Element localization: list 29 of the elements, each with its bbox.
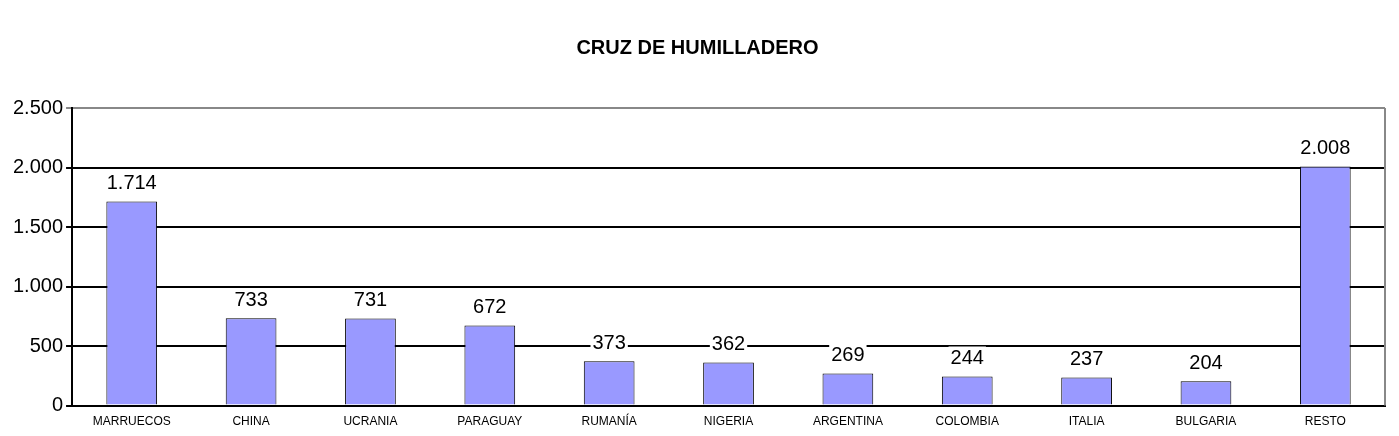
data-label: 244: [950, 346, 984, 369]
x-tick-label: ARGENTINA: [812, 414, 883, 429]
data-label: 733: [234, 287, 268, 310]
x-tick-label: UCRANIA: [343, 414, 398, 429]
data-label: 237: [1069, 346, 1104, 369]
x-tick-label: CHINA: [232, 414, 270, 429]
data-label: 2.008: [1300, 136, 1351, 159]
x-tick-label: NIGERIA: [703, 414, 754, 429]
x-tick-label: BULGARIA: [1175, 414, 1237, 429]
y-tick-label: 500: [29, 333, 64, 356]
x-tick-label: MARRUECOS: [92, 414, 171, 429]
y-tick-label: 1.000: [12, 274, 64, 297]
data-label: 731: [353, 288, 388, 311]
y-tick-label: 2.000: [12, 155, 64, 178]
data-label: 269: [831, 343, 865, 366]
data-label: 362: [711, 332, 746, 355]
chart-title: CRUZ DE HUMILLADERO: [576, 35, 819, 58]
y-tick-label: 2.500: [12, 95, 64, 118]
x-tick-label: RESTO: [1304, 414, 1346, 429]
x-tick-label: RUMANÍA: [581, 413, 637, 429]
data-label: 1.714: [106, 171, 157, 194]
x-tick-label: COLOMBIA: [935, 414, 999, 429]
x-tick-label: PARAGUAY: [457, 414, 523, 429]
data-label: 204: [1189, 350, 1223, 373]
y-tick-label: 0: [51, 393, 64, 416]
y-tick-label: 1.500: [12, 214, 64, 237]
data-label: 373: [592, 330, 626, 353]
data-label: 672: [473, 295, 507, 318]
x-tick-label: ITALIA: [1068, 414, 1105, 429]
